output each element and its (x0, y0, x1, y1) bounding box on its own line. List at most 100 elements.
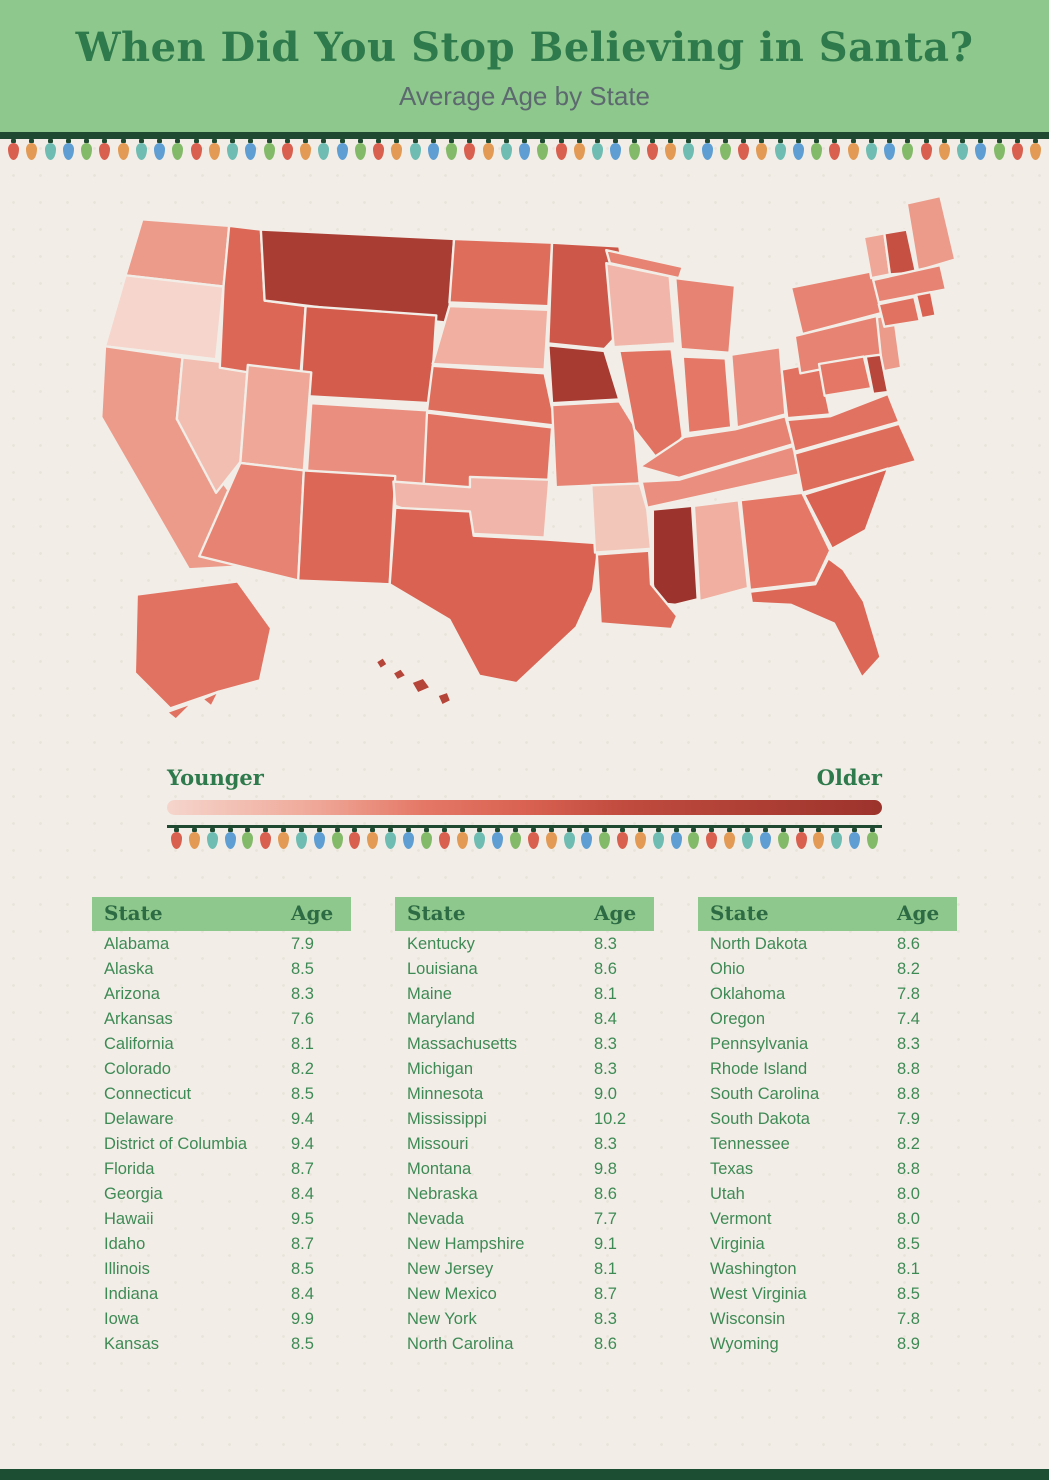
bulb-cap-icon (923, 139, 929, 143)
bulb-icon (975, 143, 987, 160)
age-column-header: Age (291, 901, 334, 925)
bulb-cap-icon (850, 139, 856, 143)
bulb-cap-icon (459, 828, 465, 832)
state-name: Florida (104, 1160, 155, 1178)
bulb-cap-icon (423, 828, 429, 832)
light-bulb (865, 139, 877, 160)
bulb-cap-icon (745, 828, 750, 832)
bulb-cap-icon (722, 139, 728, 143)
state-age: 8.4 (291, 1285, 314, 1303)
state-name: Virginia (710, 1235, 765, 1253)
light-bulb (759, 828, 771, 849)
bulb-icon (295, 832, 307, 849)
bulb-cap-icon (376, 139, 381, 143)
bulb-cap-icon (227, 828, 233, 832)
light-bulb (354, 139, 366, 160)
table-row: Idaho 8.7 (92, 1231, 351, 1256)
table-row: Kentucky 8.3 (395, 931, 654, 956)
bulb-icon (224, 832, 236, 849)
state-hawaii (409, 676, 432, 695)
state-oregon (103, 274, 225, 361)
table-row: Colorado 8.2 (92, 1056, 351, 1081)
bulb-cap-icon (816, 828, 822, 832)
bulb-icon (227, 143, 238, 160)
light-bulb (706, 828, 718, 849)
light-bulb (245, 139, 257, 160)
light-bulb (792, 139, 804, 160)
table-row: Montana 9.8 (395, 1156, 654, 1181)
light-bulb (456, 828, 468, 849)
state-age: 7.4 (897, 1010, 920, 1028)
table-row: Maine 8.1 (395, 981, 654, 1006)
table-header: State Age (698, 897, 957, 931)
state-age: 9.4 (291, 1135, 314, 1153)
bulb-icon (26, 143, 38, 160)
bulb-icon (617, 832, 629, 849)
light-bulb (527, 828, 539, 849)
table-row: Utah 8.0 (698, 1181, 957, 1206)
bulb-icon (701, 143, 713, 160)
light-bulb (920, 139, 932, 160)
state-age: 8.6 (594, 1335, 617, 1353)
bulb-cap-icon (668, 139, 673, 143)
light-bulb (281, 139, 293, 160)
bulb-icon (402, 832, 414, 849)
state-florida (748, 556, 882, 679)
state-age: 8.6 (594, 1185, 617, 1203)
table-row: Minnesota 9.0 (395, 1081, 654, 1106)
state-age: 8.5 (291, 960, 314, 978)
table-row: North Carolina 8.6 (395, 1331, 654, 1356)
bulb-icon (665, 143, 676, 160)
state-age: 8.9 (897, 1335, 920, 1353)
bulb-cap-icon (157, 139, 162, 143)
table-row: Alaska 8.5 (92, 956, 351, 981)
bulb-cap-icon (513, 828, 519, 832)
bulb-icon (81, 143, 92, 160)
bulb-icon (367, 832, 379, 849)
light-bulb (391, 139, 403, 160)
state-age: 8.1 (594, 1260, 617, 1278)
bulb-cap-icon (174, 828, 179, 832)
state-south-carolina (802, 467, 889, 550)
bulb-icon (420, 832, 432, 849)
bulb-cap-icon (795, 139, 801, 143)
bulb-cap-icon (637, 828, 643, 832)
state-age: 8.4 (291, 1185, 314, 1203)
light-bulb (756, 139, 768, 160)
light-bulb (563, 828, 575, 849)
bulb-cap-icon (655, 828, 661, 832)
state-age: 8.8 (897, 1160, 920, 1178)
bulb-cap-icon (558, 139, 564, 143)
table-row: Vermont 8.0 (698, 1206, 957, 1231)
light-bulb (135, 139, 147, 160)
light-bulb (331, 828, 343, 849)
light-bulb (777, 828, 789, 849)
state-maine (905, 194, 956, 272)
bulb-cap-icon (29, 139, 35, 143)
table-row: Louisiana 8.6 (395, 956, 654, 981)
light-bulb (670, 828, 682, 849)
light-bulb (402, 828, 414, 849)
table-row: Rhode Island 8.8 (698, 1056, 957, 1081)
state-name: Hawaii (104, 1210, 154, 1228)
state-name: Ohio (710, 960, 745, 978)
state-name: Illinois (104, 1260, 150, 1278)
table-row: Delaware 9.4 (92, 1106, 351, 1131)
bulb-cap-icon (352, 828, 358, 832)
light-bulb (634, 828, 646, 849)
light-bulb (555, 139, 567, 160)
light-bulb (8, 139, 19, 160)
bulb-icon (884, 143, 895, 160)
bulb-icon (706, 832, 718, 849)
bulb-icon (599, 832, 611, 849)
bulb-icon (464, 143, 476, 160)
light-bulb (519, 139, 530, 160)
table-row: Pennsylvania 8.3 (698, 1031, 957, 1056)
state-name: Rhode Island (710, 1060, 808, 1078)
state-name: Colorado (104, 1060, 171, 1078)
bulb-icon (510, 832, 522, 849)
christmas-lights-legend (167, 825, 882, 851)
state-name: Minnesota (407, 1085, 484, 1103)
state-name: Alabama (104, 935, 170, 953)
state-column-header: State (104, 901, 163, 925)
